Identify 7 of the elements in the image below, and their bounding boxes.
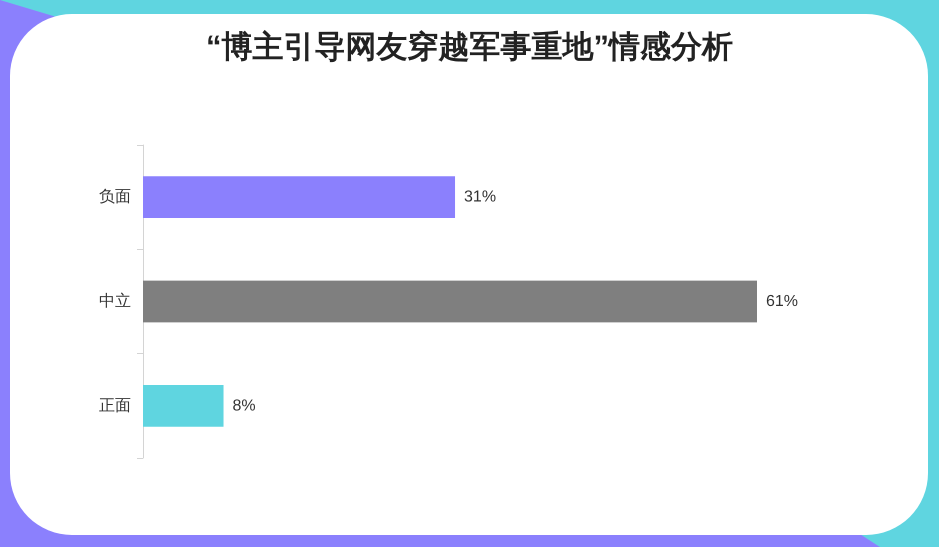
y-tick-label: 负面 [99,188,131,206]
y-tick-label: 正面 [99,397,131,414]
data-label: 31% [464,188,496,206]
y-tick-label: 中立 [99,292,131,310]
data-label: 61% [766,293,798,310]
chart-title: “博主引导网友穿越军事重地”情感分析 [206,29,733,64]
data-label: 8% [232,397,256,414]
